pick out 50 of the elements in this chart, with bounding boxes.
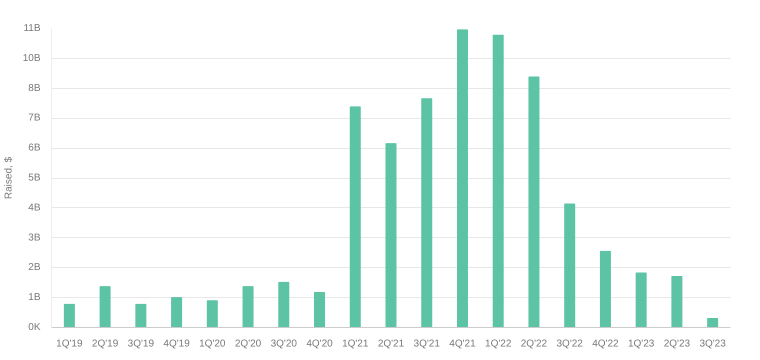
x-tick-label: 4Q'22: [592, 338, 620, 350]
x-tick-label: 1Q'21: [342, 338, 369, 350]
y-tick-label: 1B: [28, 292, 41, 304]
y-tick-label: 10B: [22, 52, 41, 64]
x-tick-label: 2Q'21: [378, 338, 405, 350]
bar: [421, 98, 432, 328]
bar: [314, 292, 326, 328]
y-tick-label: 7B: [28, 112, 41, 124]
bar: [206, 300, 218, 328]
bar: [242, 286, 254, 328]
x-tick-label: 1Q'20: [199, 338, 226, 350]
bar: [636, 272, 647, 328]
bar: [100, 286, 111, 328]
x-tick-label: 1Q'22: [485, 338, 512, 350]
bar: [385, 143, 397, 328]
bar: [135, 304, 146, 328]
y-tick-label: 8B: [28, 82, 41, 94]
x-tick-label: 3Q'19: [128, 338, 154, 350]
y-tick-label: 11B: [23, 23, 41, 34]
x-tick-label: 3Q'20: [270, 338, 298, 350]
y-axis-title: Raised, $: [4, 156, 15, 200]
bar: [600, 250, 611, 328]
x-tick-label: 3Q'23: [699, 338, 726, 350]
bar: [278, 282, 290, 328]
bar: [671, 276, 682, 328]
x-tick-label: 4Q'21: [449, 338, 476, 350]
bar: [350, 106, 361, 328]
bar: [64, 304, 75, 328]
x-tick-label: 3Q'21: [414, 338, 440, 350]
bar: [492, 34, 504, 328]
bar: [564, 203, 576, 328]
y-tick-label: 2B: [28, 262, 41, 274]
y-tick-label: 6B: [28, 142, 41, 154]
x-tick-label: 3Q'22: [556, 338, 584, 350]
y-tick-label: 3B: [28, 232, 41, 244]
y-tick-label: 4B: [28, 202, 41, 214]
bar: [456, 29, 468, 328]
x-tick-label: 2Q'23: [664, 338, 691, 350]
y-tick-label: 5B: [28, 172, 41, 184]
x-tick-label: 4Q'19: [163, 338, 190, 350]
x-tick-label: 1Q'19: [56, 338, 83, 350]
bar: [707, 318, 718, 328]
x-tick-label: 1Q'23: [628, 338, 655, 350]
x-tick-label: 2Q'22: [520, 338, 548, 350]
x-tick-label: 2Q'20: [234, 338, 262, 350]
x-tick-label: 2Q'19: [92, 338, 119, 350]
bar: [528, 76, 540, 328]
y-tick-label: 0K: [28, 322, 41, 333]
bar: [171, 297, 182, 328]
x-tick-label: 4Q'20: [306, 338, 334, 350]
